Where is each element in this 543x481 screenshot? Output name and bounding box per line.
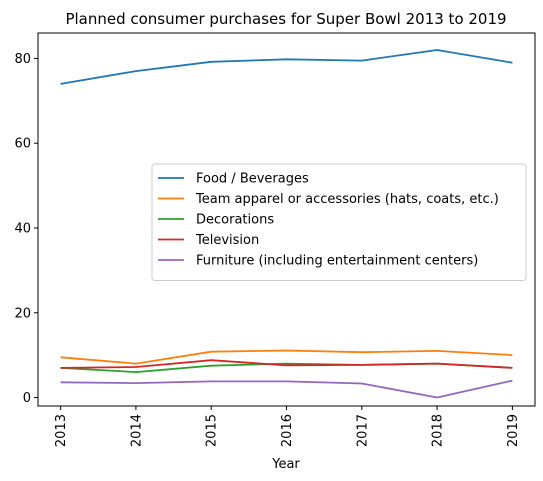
legend-label: Team apparel or accessories (hats, coats… <box>195 192 499 207</box>
legend-label: Decorations <box>196 213 274 228</box>
legend-label: Furniture (including entertainment cente… <box>196 254 478 269</box>
x-tick-label: 2013 <box>54 414 69 447</box>
legend: Food / Beverages Team apparel or accessor… <box>151 163 527 281</box>
legend-box <box>151 163 527 281</box>
x-tick-label: 2016 <box>280 414 295 447</box>
legend-label: Television <box>195 233 259 248</box>
x-tick-label: 2015 <box>205 414 220 447</box>
x-axis-label: Year <box>271 457 300 472</box>
x-tick-label: 2017 <box>355 414 370 447</box>
x-tick-label: 2018 <box>431 414 446 447</box>
series-line-4 <box>60 379 513 399</box>
x-tick-label: 2019 <box>506 414 521 447</box>
chart-title: Planned consumer purchases for Super Bow… <box>65 10 506 28</box>
series-line-0 <box>60 49 513 85</box>
y-tick-label: 20 <box>14 306 31 321</box>
x-tick-label: 2014 <box>129 414 144 447</box>
y-tick-label: 60 <box>14 137 31 152</box>
y-tick-label: 0 <box>23 391 31 406</box>
series-line-3 <box>60 359 513 369</box>
series-line-1 <box>60 349 513 365</box>
series-layer <box>60 49 513 399</box>
axes: 0 20 40 60 80 2013 2014 2015 2016 2017 2018 2019 <box>14 32 536 447</box>
y-tick-label: 80 <box>14 52 31 67</box>
legend-label: Food / Beverages <box>196 172 309 187</box>
y-tick-label: 40 <box>14 221 31 236</box>
